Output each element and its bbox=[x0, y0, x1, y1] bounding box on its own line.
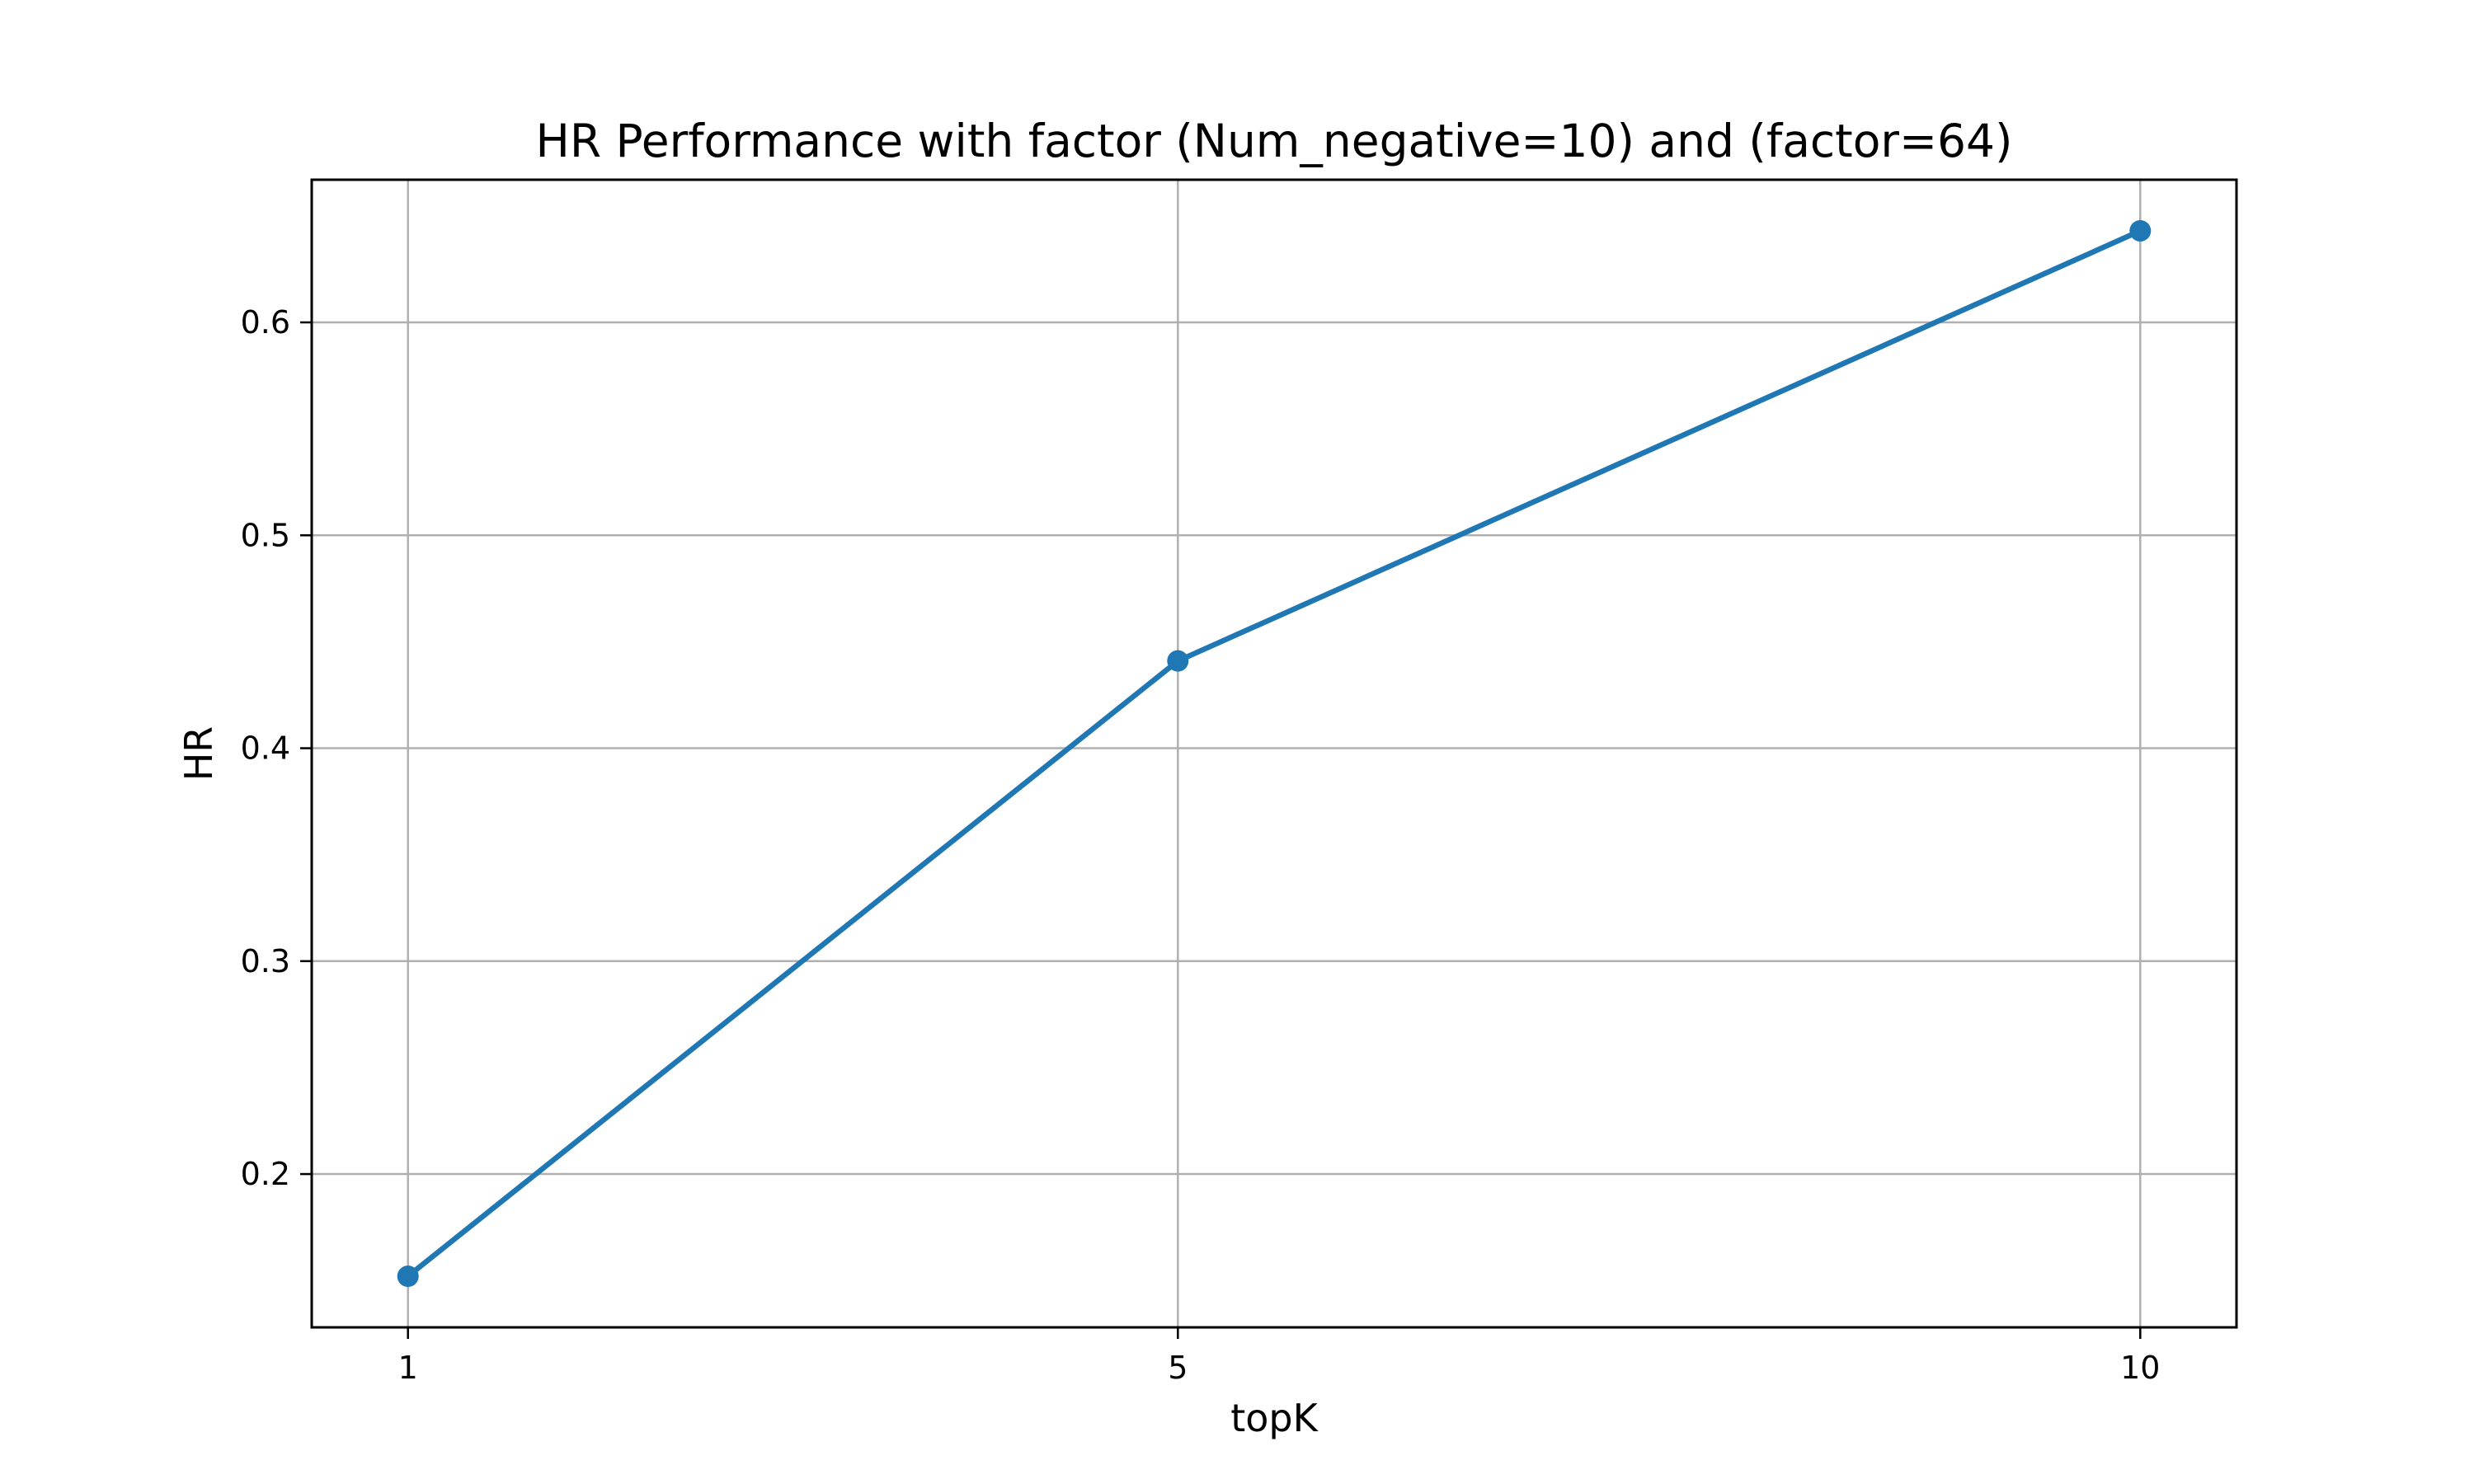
chart-title: HR Performance with factor (Num_negative… bbox=[535, 115, 2012, 167]
plot-frame bbox=[310, 178, 2238, 1329]
x-tick-label: 5 bbox=[1168, 1350, 1188, 1386]
y-tick-label: 0.3 bbox=[241, 943, 290, 979]
y-axis-label: HR bbox=[176, 726, 221, 782]
x-axis-label: topK bbox=[1230, 1396, 1319, 1440]
series bbox=[397, 219, 2152, 1288]
data-point bbox=[397, 1266, 419, 1288]
y-tick-label: 0.2 bbox=[241, 1156, 290, 1192]
data-point bbox=[1167, 650, 1189, 672]
grid bbox=[312, 180, 2236, 1327]
x-tick-label: 10 bbox=[2120, 1350, 2160, 1386]
y-tick-label: 0.4 bbox=[241, 730, 290, 767]
y-tick-label: 0.5 bbox=[241, 517, 290, 553]
ticks: 1 5 10 0.2 0.3 0.4 0.5 0.6 bbox=[241, 304, 2161, 1386]
x-tick-label: 1 bbox=[398, 1350, 418, 1386]
data-point bbox=[2129, 219, 2152, 242]
y-tick-label: 0.6 bbox=[241, 304, 290, 340]
